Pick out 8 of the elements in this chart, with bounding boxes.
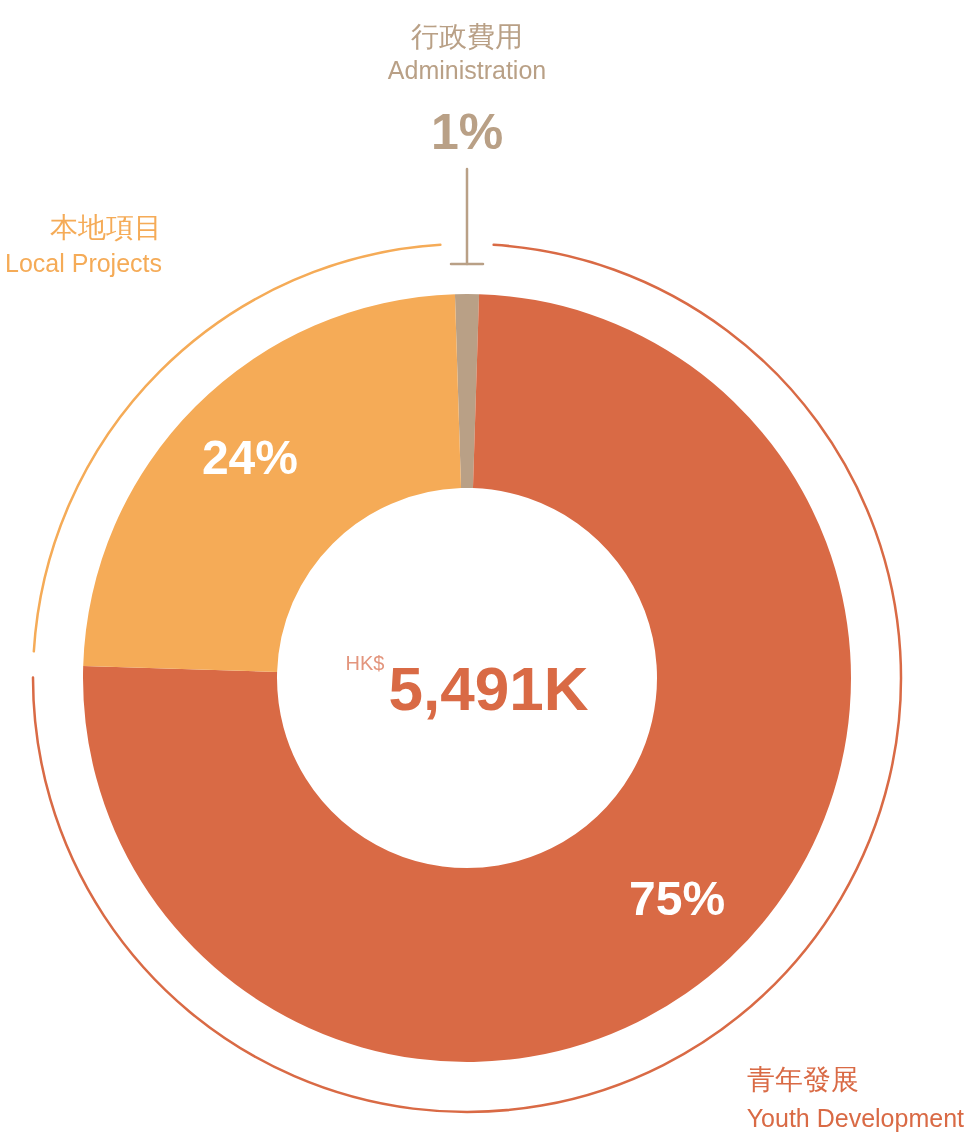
- data-label: 75%: [629, 872, 726, 926]
- slice-label: 青年發展 Youth Development: [746, 1063, 965, 1132]
- data-label: 1%: [430, 104, 504, 160]
- text: HK$: [345, 652, 385, 674]
- text: 5,491K: [388, 654, 589, 723]
- data-label: 24%: [201, 431, 298, 485]
- slice-label: 行政費用 Administration: [387, 21, 547, 84]
- slice-label: 本地項目 Local Projects: [5, 211, 163, 277]
